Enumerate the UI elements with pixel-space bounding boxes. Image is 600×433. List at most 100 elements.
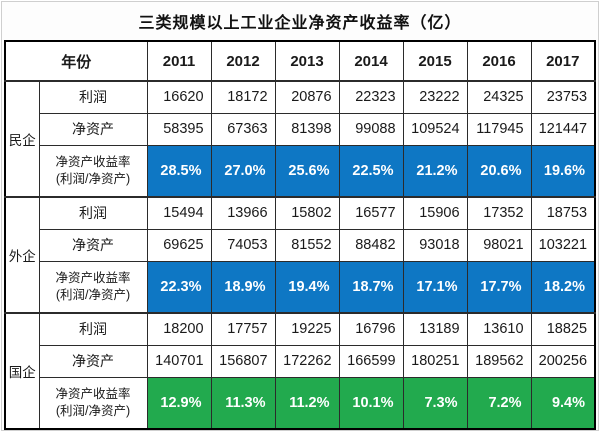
roe-value-cell: 18.2%: [530, 260, 596, 314]
profit-value-cell: 16577: [338, 196, 404, 230]
profit-value-cell: 18825: [530, 312, 596, 346]
table-row: 国企 利润 18200 17757 19225 16796 13189 1361…: [4, 312, 596, 430]
header-row: 年份 2011 2012 2013 2014 2015 2016 2017: [4, 40, 596, 82]
roe-value-cell: 25.6%: [274, 144, 340, 198]
metric-label-net-assets: 净资产: [38, 344, 148, 378]
roe-value-cell: 10.1%: [338, 376, 404, 430]
profit-value-cell: 20876: [274, 80, 340, 114]
net-assets-value-cell: 140701: [146, 344, 212, 378]
net-assets-value-cell: 99088: [338, 112, 404, 146]
profit-value-cell: 19225: [274, 312, 340, 346]
net-assets-value-cell: 200256: [530, 344, 596, 378]
table-row: 净资产 140701 156807 172262 166599 180251 1…: [5, 344, 596, 378]
net-assets-value-cell: 74053: [210, 228, 276, 262]
metric-label-profit: 利润: [38, 196, 148, 230]
table-title: 三类规模以上工业企业净资产收益率（亿）: [138, 15, 462, 32]
roe-value-cell: 21.2%: [402, 144, 468, 198]
profit-value-cell: 23222: [402, 80, 468, 114]
net-assets-value-cell: 156807: [210, 344, 276, 378]
roe-value-cell: 11.3%: [210, 376, 276, 430]
net-assets-value-cell: 103221: [530, 228, 596, 262]
year-column-header: 2017: [530, 40, 596, 82]
year-column-header: 2012: [210, 40, 276, 82]
table-row: 净资产收益率 (利润/净资产) 28.5% 27.0% 25.6% 22.5% …: [5, 144, 596, 198]
group-label-state: 国企: [4, 312, 40, 430]
roe-value-cell: 17.7%: [466, 260, 532, 314]
profit-value-cell: 16796: [338, 312, 404, 346]
roe-value-cell: 18.9%: [210, 260, 276, 314]
profit-value-cell: 13189: [402, 312, 468, 346]
net-assets-value-cell: 180251: [402, 344, 468, 378]
net-assets-value-cell: 98021: [466, 228, 532, 262]
roe-label-line1: 净资产收益率: [55, 270, 131, 285]
profit-value-cell: 18753: [530, 196, 596, 230]
net-assets-value-cell: 109524: [402, 112, 468, 146]
net-assets-value-cell: 88482: [338, 228, 404, 262]
profit-value-cell: 23753: [530, 80, 596, 114]
roe-value-cell: 27.0%: [210, 144, 276, 198]
roe-value-cell: 11.2%: [274, 376, 340, 430]
table-row: 净资产 58395 67363 81398 99088 109524 11794…: [5, 112, 596, 146]
profit-value-cell: 17352: [466, 196, 532, 230]
table-row: 民企 利润 16620 18172 20876 22323 23222 2432…: [4, 80, 596, 198]
net-assets-value-cell: 93018: [402, 228, 468, 262]
profit-value-cell: 22323: [338, 80, 404, 114]
profit-value-cell: 15802: [274, 196, 340, 230]
roe-label-line2: (利润/净资产): [55, 171, 131, 186]
profit-value-cell: 13966: [210, 196, 276, 230]
roe-label-line2: (利润/净资产): [55, 287, 131, 302]
roe-value-cell: 22.5%: [338, 144, 404, 198]
table-row: 净资产收益率 (利润/净资产) 12.9% 11.3% 11.2% 10.1% …: [5, 376, 596, 430]
metric-label-profit: 利润: [38, 312, 148, 346]
profit-value-cell: 17757: [210, 312, 276, 346]
profit-value-cell: 16620: [146, 80, 212, 114]
metric-label-profit: 利润: [38, 80, 148, 114]
roe-value-cell: 18.7%: [338, 260, 404, 314]
profit-value-cell: 15906: [402, 196, 468, 230]
roe-value-cell: 9.4%: [530, 376, 596, 430]
year-column-header: 2013: [274, 40, 340, 82]
group-label-foreign: 外企: [4, 196, 40, 314]
metric-label-roe: 净资产收益率 (利润/净资产): [38, 376, 148, 430]
net-assets-value-cell: 117945: [466, 112, 532, 146]
net-assets-value-cell: 58395: [146, 112, 212, 146]
roe-value-cell: 20.6%: [466, 144, 532, 198]
profit-value-cell: 18200: [146, 312, 212, 346]
roe-value-cell: 17.1%: [402, 260, 468, 314]
net-assets-value-cell: 81552: [274, 228, 340, 262]
table-row: 外企 利润 15494 13966 15802 16577 15906 1735…: [4, 196, 596, 314]
roe-value-cell: 22.3%: [146, 260, 212, 314]
profit-value-cell: 13610: [466, 312, 532, 346]
table-row: 净资产收益率 (利润/净资产) 22.3% 18.9% 19.4% 18.7% …: [5, 260, 596, 314]
net-assets-value-cell: 121447: [530, 112, 596, 146]
year-column-header: 2016: [466, 40, 532, 82]
roe-label-line2: (利润/净资产): [55, 403, 131, 418]
profit-value-cell: 24325: [466, 80, 532, 114]
year-column-header: 2011: [146, 40, 212, 82]
roe-data-table: 年份 2011 2012 2013 2014 2015 2016 2017 民企…: [4, 40, 597, 430]
group-label-private: 民企: [4, 80, 40, 198]
profit-value-cell: 15494: [146, 196, 212, 230]
roe-value-cell: 12.9%: [146, 376, 212, 430]
metric-label-net-assets: 净资产: [38, 112, 148, 146]
metric-label-roe: 净资产收益率 (利润/净资产): [38, 260, 148, 314]
net-assets-value-cell: 69625: [146, 228, 212, 262]
net-assets-value-cell: 166599: [338, 344, 404, 378]
roe-label-line1: 净资产收益率: [55, 386, 131, 401]
net-assets-value-cell: 172262: [274, 344, 340, 378]
year-column-header: 2014: [338, 40, 404, 82]
metric-label-roe: 净资产收益率 (利润/净资产): [38, 144, 148, 198]
net-assets-value-cell: 81398: [274, 112, 340, 146]
title-band: 三类规模以上工业企业净资产收益率（亿）: [2, 2, 598, 40]
net-assets-value-cell: 189562: [466, 344, 532, 378]
roe-value-cell: 7.2%: [466, 376, 532, 430]
roe-value-cell: 19.4%: [274, 260, 340, 314]
roe-value-cell: 19.6%: [530, 144, 596, 198]
profit-value-cell: 18172: [210, 80, 276, 114]
roe-label-line1: 净资产收益率: [55, 154, 131, 169]
year-header-cell: 年份: [4, 40, 148, 82]
table-row: 净资产 69625 74053 81552 88482 93018 98021 …: [5, 228, 596, 262]
roe-value-cell: 7.3%: [402, 376, 468, 430]
metric-label-net-assets: 净资产: [38, 228, 148, 262]
